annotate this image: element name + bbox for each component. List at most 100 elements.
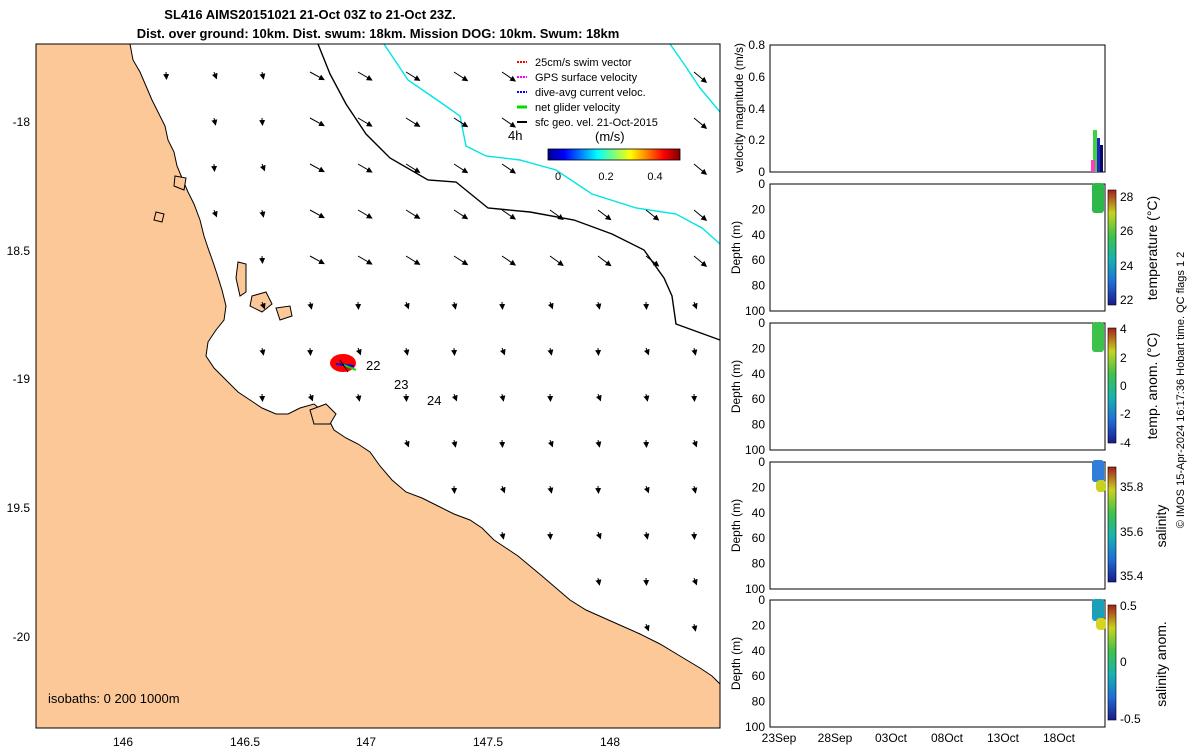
velocity-arrow-25 <box>211 209 218 218</box>
velocity-arrow-70 <box>451 393 458 402</box>
map-ytick-3: 19.5 <box>7 501 31 515</box>
depth-tick-p3-5: 100 <box>745 582 765 596</box>
velocity-arrow-49 <box>403 301 410 310</box>
depth-tick-p1-2: 40 <box>752 228 766 242</box>
velocity-arrow-27 <box>309 209 325 219</box>
time-tick-2: 03Oct <box>875 731 908 745</box>
depth-tick-p3-0: 0 <box>758 455 765 469</box>
depth-tick-p1-0: 0 <box>758 177 765 191</box>
depth-tick-p1-4: 80 <box>752 279 766 293</box>
velocity-arrow-12 <box>357 117 373 127</box>
velocity-arrow-17 <box>211 163 218 172</box>
vel-ytick-1: 0.2 <box>748 133 765 147</box>
velocity-arrow-10 <box>259 117 266 126</box>
velocity-arrow-0 <box>163 71 170 80</box>
velocity-arrow-77 <box>451 439 458 448</box>
velocity-arrow-80 <box>595 439 602 448</box>
panel-salinity-anomaly: 0.5 0 -0.5 salinity anom. <box>769 599 1169 728</box>
velocity-arrow-19 <box>309 163 325 173</box>
panel-velocity: 0.8 0.6 0.4 0.2 0 velocity magnitude (m/… <box>732 38 1106 179</box>
temperature-profile-points <box>1092 183 1104 213</box>
velocity-arrow-29 <box>405 209 421 219</box>
time-tick-4: 13Oct <box>987 731 1020 745</box>
sal-anomaly-profile-points-deep <box>1096 618 1106 630</box>
depth-tick-p3-1: 20 <box>752 480 766 494</box>
panel-temperature: 28 26 24 22 temperature (°C) <box>769 183 1160 312</box>
velocity-arrow-32 <box>549 209 564 220</box>
velocity-arrow-7 <box>501 71 517 82</box>
velocity-arrow-28 <box>357 209 373 219</box>
land-island-4 <box>309 403 337 425</box>
velocity-arrow-30 <box>453 209 469 220</box>
temp-anomaly-colorbar <box>1107 327 1117 444</box>
land-island-2 <box>249 291 273 313</box>
salanom-cbtick-1: 0 <box>1120 655 1127 669</box>
hour-label-23: 23 <box>394 377 408 392</box>
tanom-cbtick-4: -4 <box>1120 436 1131 450</box>
panel-temp-anomaly-frame <box>769 322 1106 451</box>
velocity-arrow-9 <box>211 117 218 126</box>
land-island-3 <box>275 305 293 321</box>
velocity-arrow-86 <box>595 485 602 494</box>
velocity-arrow-44 <box>645 255 660 267</box>
velocity-arrow-59 <box>403 347 410 356</box>
temp-cbtick-0: 28 <box>1120 190 1134 204</box>
velocity-arrow-75 <box>691 393 698 402</box>
velocity-arrow-11 <box>309 117 325 127</box>
velocity-arrow-34 <box>645 209 660 221</box>
colorbar-unit: (m/s) <box>595 129 625 144</box>
velocity-arrow-94 <box>595 577 602 586</box>
depth-tick-p2-2: 40 <box>752 367 766 381</box>
velocity-arrow-33 <box>597 209 612 221</box>
isobaths-label: isobaths: 0 200 1000m <box>48 691 180 706</box>
velocity-arrow-48 <box>355 301 362 310</box>
velocity-arrow-21 <box>405 163 421 173</box>
velocity-arrow-26 <box>259 209 266 218</box>
vel-ytick-0: 0 <box>758 165 765 179</box>
velocity-arrow-51 <box>499 301 506 310</box>
temp-cbtick-2: 24 <box>1120 259 1134 273</box>
map-panel: 4h 22 23 24 isobaths: 0 200 1000m 25cm/s… <box>7 43 721 749</box>
map-ytick-4: -20 <box>13 630 31 644</box>
sal-cbtick-1: 35.6 <box>1120 525 1144 539</box>
panel-salinity-frame <box>769 461 1106 590</box>
velocity-arrow-43 <box>597 255 612 267</box>
depth-ylabel-p4: Depth (m) <box>729 637 743 690</box>
panel-salinity-anomaly-frame <box>769 599 1106 728</box>
velocity-arrow-89 <box>499 531 506 540</box>
depth-ylabel-p1: Depth (m) <box>729 221 743 274</box>
velocity-arrow-55 <box>691 301 698 310</box>
legend-sfc: sfc geo. vel. 21-Oct-2015 <box>535 117 658 129</box>
depth-tick-p2-1: 20 <box>752 341 766 355</box>
velocity-arrow-38 <box>357 255 373 265</box>
depth-tick-p3-4: 80 <box>752 557 766 571</box>
vel-ytick-2: 0.4 <box>748 102 765 116</box>
glider-track <box>330 354 357 373</box>
track-line <box>339 359 349 373</box>
sal-anomaly-colorbar <box>1107 604 1117 721</box>
sal-cbtick-2: 35.4 <box>1120 569 1144 583</box>
velocity-arrow-63 <box>595 347 602 356</box>
depth-tick-p1-3: 60 <box>752 253 766 267</box>
tanom-cbtick-0: 4 <box>1120 322 1127 336</box>
velocity-arrow-50 <box>451 301 458 310</box>
sal-cblabel: salinity <box>1153 505 1169 548</box>
velocity-arrow-24 <box>693 163 708 175</box>
depth-ylabel-p3: Depth (m) <box>729 499 743 552</box>
speed-colorbar <box>547 148 681 161</box>
depth-tick-p4-4: 80 <box>752 695 766 709</box>
velocity-arrow-14 <box>453 117 469 128</box>
hour-label-22: 22 <box>366 358 380 373</box>
panel-salinity: 35.8 35.6 35.4 salinity <box>769 460 1169 590</box>
velocity-arrow-8 <box>693 71 708 83</box>
velocity-arrow-65 <box>691 347 698 356</box>
panel-velocity-frame <box>769 44 1106 173</box>
depth-tick-p4-1: 20 <box>752 618 766 632</box>
map-ytick-2: -19 <box>13 372 31 386</box>
velocity-arrow-74 <box>643 393 650 402</box>
isobath-1000m-north <box>669 43 721 113</box>
velocity-arrow-91 <box>595 531 602 540</box>
map-xtick-2: 147 <box>356 735 376 749</box>
sal-cbtick-0: 35.8 <box>1120 480 1144 494</box>
colorbar-tick-1: 0.2 <box>598 171 613 183</box>
